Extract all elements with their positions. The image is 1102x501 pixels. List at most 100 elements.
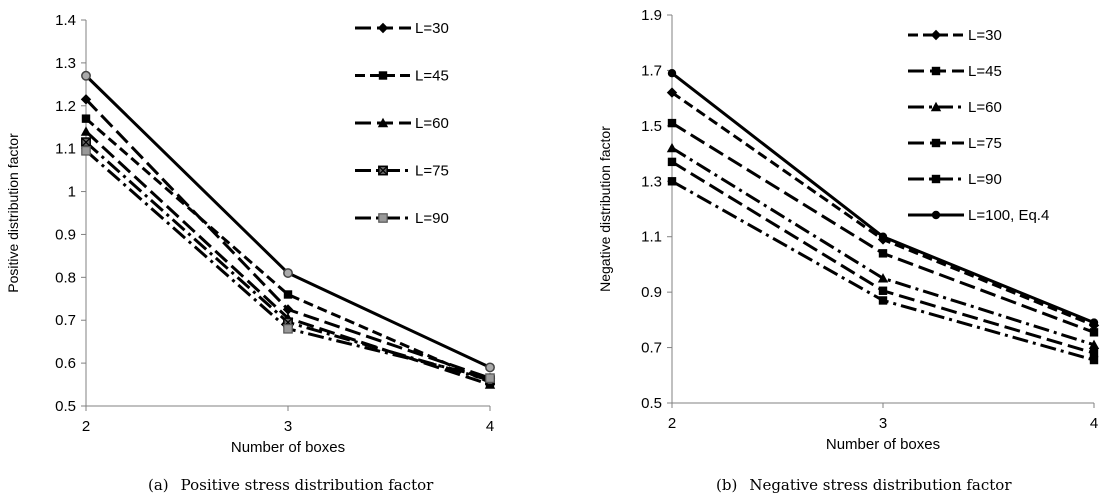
chart-b-ytick-label: 1.7	[641, 62, 662, 79]
chart-b-legend-label: L=75	[968, 135, 1002, 152]
chart-a-ytick-label: 1.1	[55, 141, 76, 158]
chart-b-data-point	[878, 296, 888, 305]
caption-a: (a) Positive stress distribution factor	[148, 476, 433, 494]
chart-a-data-point	[80, 94, 92, 105]
chart-b-legend-marker	[931, 210, 941, 220]
chart-a-ytick-label: 0.5	[55, 398, 76, 415]
chart-b-data-point	[1088, 339, 1100, 349]
caption-a-tag: (a)	[148, 476, 169, 494]
chart-a-xtick-label: 4	[486, 418, 494, 435]
chart-a-legend-label: L=45	[415, 68, 449, 85]
chart-a-legend-marker	[377, 117, 389, 128]
caption-a-text: Positive stress distribution factor	[180, 476, 434, 494]
chart-a-legend-entry: L=30	[355, 20, 449, 37]
chart-b-xtick-label: 4	[1090, 415, 1098, 432]
chart-b-legend-label: L=30	[968, 27, 1002, 44]
chart-a-data-point	[283, 268, 293, 278]
chart-a-legend-entry: L=90	[355, 210, 449, 227]
chart-b-xtick-label: 3	[879, 415, 887, 432]
chart-b-data-point	[1089, 328, 1099, 337]
chart-a-data-point	[283, 324, 293, 334]
chart-b-ytick-label: 1.5	[641, 118, 662, 135]
chart-a-series-l-90	[81, 146, 495, 383]
chart-a-ytick-label: 0.9	[55, 226, 76, 243]
chart-b-data-point	[666, 87, 678, 98]
chart-a-legend-label: L=75	[415, 163, 449, 180]
chart-a-series-line	[85, 117, 491, 384]
chart-b-ytick-label: 1.1	[641, 229, 662, 246]
chart-b-ytick-label: 0.9	[641, 284, 662, 301]
chart-b-legend-entry: L=90	[908, 171, 1002, 188]
chart-positive-distribution: 0.5 0.6 0.7 0.8 0.9 1 1.1 1.2 1.3 1.4 2 3 4 Number of…	[5, 12, 496, 456]
chart-a-ytick-label: 1	[68, 184, 76, 201]
chart-b-data-point	[1089, 348, 1099, 358]
chart-a-data-point	[282, 304, 294, 315]
chart-a-xtick-label: 3	[284, 418, 292, 435]
chart-a-legend-entry: L=75	[355, 163, 449, 180]
chart-a-legend-entry: L=60	[355, 115, 449, 132]
chart-a-legend-label: L=30	[415, 20, 449, 37]
chart-b-legend-entry: L=45	[908, 63, 1002, 80]
chart-a-data-point	[81, 70, 91, 81]
chart-b-data-point	[667, 177, 677, 186]
chart-b-legend-entry: L=30	[908, 27, 1002, 44]
chart-b-series-l-45	[667, 118, 1099, 337]
chart-b-data-point	[667, 69, 677, 78]
chart-a-legend-label: L=90	[415, 210, 449, 227]
chart-a-ytick-label: 0.8	[55, 269, 76, 286]
chart-b-legend-entry: L=60	[908, 99, 1002, 116]
chart-b-series-line	[671, 72, 1095, 325]
chart-a-y-axis-title: Positive distribution factor	[5, 133, 21, 293]
chart-b-legend-label: L=100, Eq.4	[968, 207, 1049, 224]
chart-b-legend-marker	[930, 101, 942, 112]
chart-b-legend-entry: L=75	[908, 135, 1002, 152]
chart-b-data-point	[878, 249, 888, 258]
chart-b-xtick-label: 2	[668, 415, 676, 432]
chart-b-legend-entry: L=100, Eq.4	[908, 207, 1049, 224]
chart-a-data-point	[81, 146, 91, 156]
chart-a-legend-marker	[378, 71, 388, 80]
chart-b-legend-label: L=60	[968, 99, 1002, 116]
chart-b-ytick-label: 1.9	[641, 7, 662, 24]
chart-a-series-unlabeled	[81, 70, 495, 373]
chart-b-y-axis-title: Negative distribution factor	[597, 126, 613, 292]
chart-b-ytick-label: 1.3	[641, 173, 662, 190]
chart-b-series-l-75	[667, 157, 1099, 358]
chart-b-x-axis-title: Number of boxes	[826, 436, 940, 453]
chart-b-legend-marker	[931, 66, 941, 76]
chart-b-ytick-label: 0.5	[641, 395, 662, 412]
chart-a-ytick-label: 1.4	[55, 12, 76, 29]
chart-a-data-point	[485, 373, 495, 383]
chart-b-series-l-90	[667, 177, 1099, 365]
chart-a-data-point	[283, 290, 293, 299]
chart-b-data-point	[666, 142, 678, 153]
chart-b-data-point	[1089, 318, 1099, 327]
chart-b-data-point	[877, 273, 889, 283]
chart-b-legend-label: L=90	[968, 171, 1002, 188]
chart-a-legend-entry: L=45	[355, 68, 449, 85]
chart-a-legend-marker	[377, 22, 389, 34]
chart-b-series-l-100-eq-4	[667, 69, 1099, 327]
caption-b-tag: (b)	[716, 476, 738, 494]
chart-b-legend-marker	[931, 138, 941, 148]
chart-a-legend-marker	[378, 165, 388, 176]
chart-a-ytick-label: 1.2	[55, 98, 76, 115]
caption-b: (b) Negative stress distribution factor	[716, 476, 1012, 494]
chart-b-legend-marker	[931, 174, 941, 184]
caption-b-text: Negative stress distribution factor	[749, 476, 1012, 494]
chart-a-data-point	[485, 362, 495, 373]
chart-b-data-point	[878, 286, 888, 295]
chart-a-ytick-label: 0.7	[55, 312, 76, 329]
chart-b-series-l-60	[666, 142, 1100, 349]
chart-b-legend-marker	[930, 29, 942, 41]
chart-b-data-point	[878, 232, 888, 241]
chart-a-data-point	[81, 114, 91, 123]
chart-b-data-point	[667, 118, 677, 128]
chart-a-xtick-label: 2	[82, 418, 90, 435]
chart-a-legend-label: L=60	[415, 115, 449, 132]
chart-a-legend-marker	[378, 213, 388, 223]
chart-a-ytick-label: 1.3	[55, 55, 76, 72]
chart-b-ytick-label: 0.7	[641, 340, 662, 357]
chart-a-data-point	[80, 126, 92, 136]
